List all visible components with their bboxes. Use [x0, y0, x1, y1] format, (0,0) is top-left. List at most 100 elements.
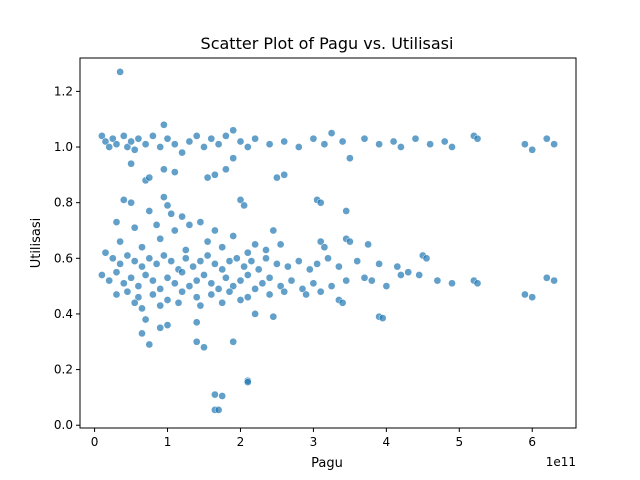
data-point: [375, 260, 383, 268]
data-point: [127, 159, 135, 168]
data-point: [367, 276, 376, 285]
data-point: [167, 257, 176, 265]
data-point: [327, 282, 336, 290]
data-point: [192, 293, 201, 302]
data-point: [360, 134, 369, 143]
data-point: [207, 279, 216, 288]
data-point: [211, 390, 219, 399]
data-point: [178, 287, 186, 296]
data-point: [353, 257, 362, 265]
data-point: [342, 207, 351, 215]
data-point: [200, 271, 208, 279]
data-point: [218, 392, 227, 400]
data-point: [229, 154, 238, 163]
data-point: [320, 243, 329, 252]
data-point: [346, 154, 354, 163]
data-point: [393, 262, 402, 271]
data-point: [112, 218, 121, 226]
x-axis-label: Pagu: [311, 456, 343, 471]
chart-title: Scatter Plot of Pagu vs. Utilisasi: [201, 34, 454, 53]
y-tick-label: 0.0: [54, 418, 73, 432]
data-point: [156, 234, 165, 243]
data-point: [160, 193, 168, 201]
data-point: [397, 271, 405, 279]
points-layer: [98, 68, 558, 414]
data-point: [214, 285, 223, 293]
data-point: [251, 310, 259, 318]
data-point: [149, 290, 157, 299]
data-point: [258, 279, 267, 288]
data-point: [207, 290, 216, 299]
x-tick-label: 0: [91, 435, 99, 449]
y-tick-label: 1.2: [54, 84, 73, 98]
data-point: [98, 132, 106, 140]
data-point: [269, 312, 278, 321]
data-point: [236, 276, 245, 285]
data-point: [542, 134, 551, 143]
x-axis-ticks: 0 1 2 3 4 5 6: [91, 428, 536, 449]
x-tick-label: 2: [237, 435, 245, 449]
data-point: [229, 337, 238, 346]
data-point: [156, 143, 165, 151]
data-point: [473, 134, 482, 143]
data-point: [276, 282, 285, 290]
data-point: [211, 170, 219, 179]
data-point: [382, 282, 391, 290]
data-point: [273, 173, 281, 182]
data-point: [222, 165, 230, 174]
data-point: [243, 378, 252, 386]
data-point: [138, 304, 146, 313]
data-point: [178, 148, 186, 157]
y-tick-label: 0.8: [54, 196, 73, 210]
data-point: [276, 240, 285, 249]
data-point: [316, 198, 325, 207]
x-tick-label: 3: [310, 435, 318, 449]
data-point: [116, 237, 124, 246]
data-point: [251, 285, 259, 293]
data-point: [163, 273, 172, 282]
plot-area: [80, 58, 576, 428]
data-point: [528, 145, 537, 154]
data-point: [338, 137, 347, 146]
data-point: [163, 134, 172, 143]
data-point: [130, 145, 139, 154]
data-point: [200, 143, 208, 151]
data-point: [240, 201, 248, 210]
data-point: [243, 271, 252, 279]
data-point: [145, 254, 154, 263]
data-point: [98, 271, 106, 279]
data-point: [214, 406, 223, 414]
data-point: [316, 237, 325, 246]
data-point: [138, 329, 146, 338]
data-point: [294, 257, 303, 265]
data-point: [174, 298, 183, 307]
data-point: [284, 262, 292, 271]
data-point: [247, 257, 256, 265]
data-point: [225, 257, 234, 265]
data-point: [211, 226, 219, 235]
data-point: [116, 68, 124, 76]
data-point: [116, 260, 124, 268]
data-point: [152, 221, 161, 229]
data-point: [243, 143, 252, 151]
data-point: [134, 134, 143, 143]
data-point: [138, 243, 146, 252]
data-point: [265, 140, 274, 149]
data-point: [338, 298, 347, 307]
data-point: [218, 265, 227, 274]
data-point: [123, 143, 132, 151]
data-point: [108, 134, 117, 143]
data-point: [236, 296, 245, 304]
data-point: [163, 201, 172, 210]
data-point: [550, 140, 558, 149]
x-axis-offset-label: 1e11: [546, 455, 576, 469]
data-point: [152, 260, 161, 268]
data-point: [134, 293, 143, 302]
data-point: [232, 254, 241, 263]
data-point: [265, 273, 274, 282]
y-axis-label: Utilisasi: [29, 218, 44, 269]
data-point: [342, 276, 351, 285]
data-point: [225, 287, 234, 296]
data-point: [189, 262, 197, 271]
